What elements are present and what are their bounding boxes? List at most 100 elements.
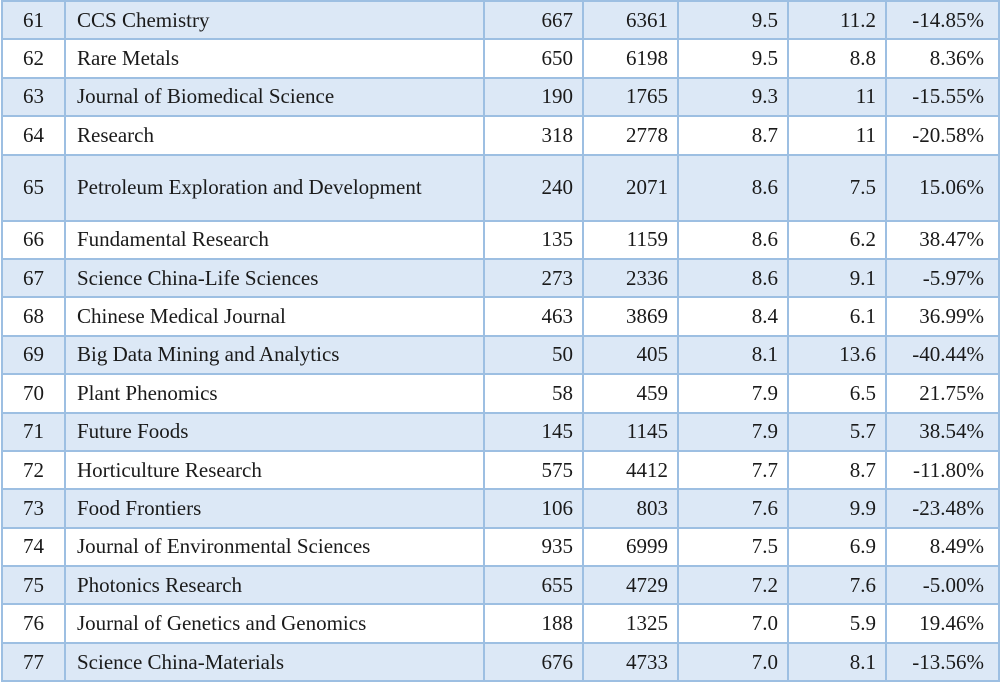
journal-name-cell: Journal of Genetics and Genomics	[64, 603, 485, 644]
table-row: 67 Science China-Life Sciences 273 2336 …	[1, 257, 1000, 299]
value-cell: 7.5	[677, 526, 789, 568]
rank-cell: 61	[1, 0, 66, 41]
value-cell: 7.6	[787, 565, 887, 606]
value-cell: 9.9	[787, 488, 887, 529]
value-cell: 8.6	[677, 219, 789, 260]
value-cell: 7.0	[677, 641, 789, 683]
percent-change-cell: 8.36%	[885, 38, 1000, 79]
value-cell: 9.5	[677, 0, 789, 41]
journal-name-cell: Research	[64, 115, 485, 156]
value-cell: 13.6	[787, 334, 887, 376]
value-cell: 318	[483, 115, 584, 156]
value-cell: 676	[483, 641, 584, 683]
percent-change-cell: 19.46%	[885, 603, 1000, 644]
rank-cell: 75	[1, 565, 66, 606]
value-cell: 2071	[582, 153, 679, 222]
journal-name-cell: Petroleum Exploration and Development	[64, 153, 485, 222]
value-cell: 2336	[582, 257, 679, 299]
table-row: 62 Rare Metals 650 6198 9.5 8.8 8.36%	[1, 38, 1000, 79]
value-cell: 463	[483, 296, 584, 337]
journal-name-cell: CCS Chemistry	[64, 0, 485, 41]
value-cell: 6999	[582, 526, 679, 568]
value-cell: 106	[483, 488, 584, 529]
rank-cell: 66	[1, 219, 66, 260]
value-cell: 8.7	[787, 449, 887, 491]
journal-name-cell: Food Frontiers	[64, 488, 485, 529]
rank-cell: 67	[1, 257, 66, 299]
rank-cell: 65	[1, 153, 66, 222]
value-cell: 190	[483, 76, 584, 118]
rank-cell: 64	[1, 115, 66, 156]
journal-name-cell: Photonics Research	[64, 565, 485, 606]
value-cell: 9.3	[677, 76, 789, 118]
table-row: 68 Chinese Medical Journal 463 3869 8.4 …	[1, 296, 1000, 337]
journal-name-cell: Future Foods	[64, 411, 485, 452]
table-row: 72 Horticulture Research 575 4412 7.7 8.…	[1, 449, 1000, 491]
table-row: 73 Food Frontiers 106 803 7.6 9.9 -23.48…	[1, 488, 1000, 529]
value-cell: 273	[483, 257, 584, 299]
rank-cell: 77	[1, 641, 66, 683]
value-cell: 7.7	[677, 449, 789, 491]
percent-change-cell: -23.48%	[885, 488, 1000, 529]
percent-change-cell: -5.97%	[885, 257, 1000, 299]
value-cell: 5.9	[787, 603, 887, 644]
value-cell: 7.9	[677, 411, 789, 452]
table-row: 69 Big Data Mining and Analytics 50 405 …	[1, 334, 1000, 376]
value-cell: 7.0	[677, 603, 789, 644]
rank-cell: 72	[1, 449, 66, 491]
value-cell: 1325	[582, 603, 679, 644]
percent-change-cell: -40.44%	[885, 334, 1000, 376]
percent-change-cell: 8.49%	[885, 526, 1000, 568]
value-cell: 1159	[582, 219, 679, 260]
value-cell: 188	[483, 603, 584, 644]
percent-change-cell: -5.00%	[885, 565, 1000, 606]
table-row: 70 Plant Phenomics 58 459 7.9 6.5 21.75%	[1, 373, 1000, 414]
value-cell: 9.1	[787, 257, 887, 299]
value-cell: 11.2	[787, 0, 887, 41]
value-cell: 7.9	[677, 373, 789, 414]
value-cell: 145	[483, 411, 584, 452]
value-cell: 6361	[582, 0, 679, 41]
value-cell: 6.2	[787, 219, 887, 260]
value-cell: 11	[787, 76, 887, 118]
value-cell: 650	[483, 38, 584, 79]
value-cell: 7.2	[677, 565, 789, 606]
percent-change-cell: -15.55%	[885, 76, 1000, 118]
value-cell: 8.8	[787, 38, 887, 79]
value-cell: 7.6	[677, 488, 789, 529]
table-row: 71 Future Foods 145 1145 7.9 5.7 38.54%	[1, 411, 1000, 452]
value-cell: 655	[483, 565, 584, 606]
value-cell: 8.1	[787, 641, 887, 683]
rank-cell: 62	[1, 38, 66, 79]
rank-cell: 70	[1, 373, 66, 414]
value-cell: 1765	[582, 76, 679, 118]
percent-change-cell: 38.47%	[885, 219, 1000, 260]
value-cell: 2778	[582, 115, 679, 156]
value-cell: 9.5	[677, 38, 789, 79]
value-cell: 5.7	[787, 411, 887, 452]
percent-change-cell: 15.06%	[885, 153, 1000, 222]
table-row: 77 Science China-Materials 676 4733 7.0 …	[1, 641, 1000, 683]
value-cell: 4733	[582, 641, 679, 683]
value-cell: 3869	[582, 296, 679, 337]
rank-cell: 76	[1, 603, 66, 644]
value-cell: 8.7	[677, 115, 789, 156]
value-cell: 803	[582, 488, 679, 529]
rank-cell: 71	[1, 411, 66, 452]
journal-name-cell: Horticulture Research	[64, 449, 485, 491]
rank-cell: 73	[1, 488, 66, 529]
value-cell: 58	[483, 373, 584, 414]
rank-cell: 68	[1, 296, 66, 337]
value-cell: 8.6	[677, 257, 789, 299]
value-cell: 50	[483, 334, 584, 376]
journal-name-cell: Plant Phenomics	[64, 373, 485, 414]
rank-cell: 74	[1, 526, 66, 568]
table-row: 66 Fundamental Research 135 1159 8.6 6.2…	[1, 219, 1000, 260]
value-cell: 240	[483, 153, 584, 222]
percent-change-cell: -13.56%	[885, 641, 1000, 683]
percent-change-cell: 21.75%	[885, 373, 1000, 414]
journal-name-cell: Chinese Medical Journal	[64, 296, 485, 337]
value-cell: 7.5	[787, 153, 887, 222]
